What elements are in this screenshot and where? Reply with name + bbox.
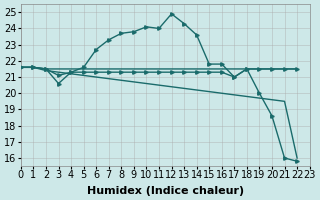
X-axis label: Humidex (Indice chaleur): Humidex (Indice chaleur) — [87, 186, 244, 196]
